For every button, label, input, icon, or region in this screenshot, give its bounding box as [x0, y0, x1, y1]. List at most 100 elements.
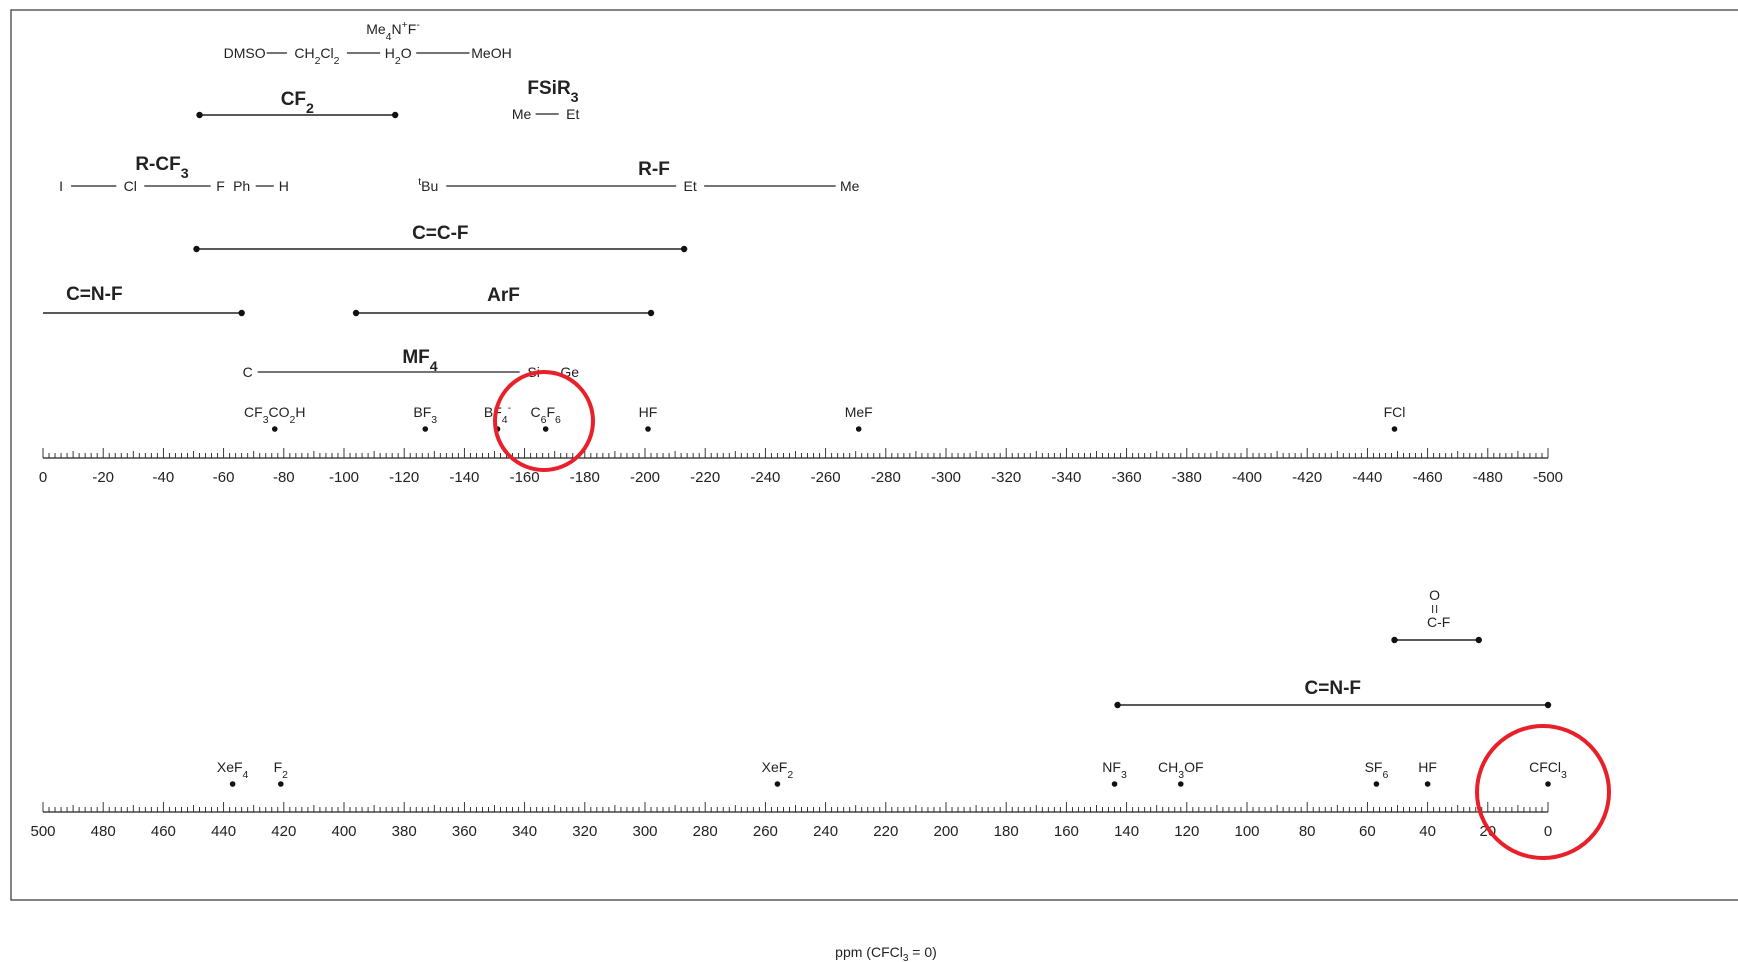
group-member-H2O-part: O [401, 45, 412, 61]
point-label-XeF2-part: XeF [762, 759, 788, 775]
group-label-R-CF3: R-CF3 [135, 154, 188, 182]
bottom-tick-label: 420 [271, 823, 296, 840]
bottom-tick-label: 100 [1234, 823, 1259, 840]
group-member-Ph: Ph [233, 178, 250, 194]
range-end-O=C-F [1475, 636, 1482, 644]
point-label-F2: F2 [274, 759, 289, 781]
group-label-R-CF3-part: 3 [181, 166, 189, 182]
point-label-SF6-part: 6 [1382, 769, 1388, 781]
group-member-Cl-part: Cl [124, 178, 137, 194]
point-label-BF3-part: BF [413, 404, 431, 420]
group-member-Et: Et [684, 178, 697, 194]
top-tick-label: -160 [510, 469, 540, 486]
bottom-tick-label: 0 [1544, 823, 1552, 840]
group-label-Me4N+F--part: 4 [386, 31, 392, 43]
range-start-C=C-F [193, 245, 200, 253]
bottom-tick-label: 280 [693, 823, 718, 840]
range-end-C=N-F [238, 309, 245, 317]
highlight-circle-cfcl3 [1475, 724, 1611, 860]
top-tick-label: -320 [991, 469, 1021, 486]
group-label-FSiR3-part: FSiR [527, 78, 571, 99]
range-label-C=N-F: C=N-F [66, 284, 122, 305]
top-tick-label: -180 [570, 469, 600, 486]
point-label-HF-part: HF [1418, 759, 1437, 775]
group-member-Me: Me [840, 178, 860, 194]
point-label-CH3OF-part: 3 [1178, 769, 1184, 781]
range-label-ArF-part: ArF [487, 285, 520, 306]
point-label-HF-part: HF [639, 404, 658, 420]
bottom-tick-label: 480 [91, 823, 116, 840]
group-label-R-F-part: R-F [638, 159, 670, 180]
group-member-Et: Et [566, 106, 579, 122]
point-label-CFCl3-part: 3 [1561, 769, 1567, 781]
point-XeF2 [774, 781, 781, 787]
bottom-tick-label: 160 [1054, 823, 1079, 840]
range-end-C=N-F [1544, 701, 1552, 709]
group-member-tBu-part: Bu [421, 178, 438, 194]
point-label-MeF: MeF [845, 404, 873, 420]
point-label-CH3OF: CH3OF [1158, 759, 1204, 781]
top-tick-label: -100 [329, 469, 359, 486]
range-label-C=N-F-part: C=N-F [1305, 678, 1361, 699]
group-member-DMSO: DMSO [224, 45, 266, 61]
bottom-tick-label: 60 [1359, 823, 1376, 840]
top-tick-label: -500 [1533, 469, 1563, 486]
top-tick-label: -60 [213, 469, 235, 486]
bottom-tick-label: 320 [572, 823, 597, 840]
range-label-C=N-F: C=N-F [1305, 678, 1361, 699]
range-start-CF2 [196, 111, 203, 119]
top-tick-label: -200 [630, 469, 660, 486]
point-label-CFCl3: CFCl3 [1529, 759, 1567, 781]
group-label-Me4N+F--part: F [408, 21, 417, 37]
point-label-C6F6-part: 6 [541, 414, 547, 426]
point-label-C6F6-part: C [530, 404, 540, 420]
point-label-HF: HF [639, 404, 658, 420]
top-tick-label: -340 [1051, 469, 1081, 486]
group-member-H2O-part: H [385, 45, 395, 61]
point-CFCl3 [1545, 781, 1551, 787]
bottom-tick-label: 240 [813, 823, 838, 840]
top-tick-label: -140 [449, 469, 479, 486]
range-label-CF2-part: 2 [306, 101, 314, 117]
top-tick-label: 0 [39, 469, 47, 486]
point-label-NF3-part: 3 [1121, 769, 1127, 781]
top-tick-label: -480 [1473, 469, 1503, 486]
group-member-H2O-part: 2 [395, 55, 401, 67]
group-member-tBu: tBu [418, 176, 438, 194]
point-label-CF3CO2H: CF3CO2H [244, 404, 305, 426]
group-label-R-F: R-F [638, 159, 670, 180]
point-label-CH3OF-part: CH [1158, 759, 1178, 775]
group-member-H: H [279, 178, 289, 194]
point-HF [1424, 781, 1431, 787]
point-SF6 [1373, 781, 1380, 787]
top-tick-label: -420 [1292, 469, 1322, 486]
bottom-tick-label: 300 [632, 823, 657, 840]
bottom-tick-label: 220 [873, 823, 898, 840]
axis-title-sub: 3 [903, 953, 909, 962]
point-label-XeF4-part: XeF [217, 759, 243, 775]
point-label-CF3CO2H-part: CO [269, 404, 290, 420]
top-tick-label: -260 [811, 469, 841, 486]
bottom-tick-label: 80 [1299, 823, 1316, 840]
point-label-XeF2: XeF2 [762, 759, 794, 781]
point-label-NF3-part: NF [1102, 759, 1121, 775]
point-label-BF3: BF3 [413, 404, 437, 426]
bottom-tick-label: 400 [331, 823, 356, 840]
group-member-Et-part: Et [566, 106, 579, 122]
group-member-Me-part: Me [512, 106, 532, 122]
axis-title-a: ppm (CFCl [835, 944, 903, 960]
group-member-Et-part: Et [684, 178, 697, 194]
point-label-XeF4-part: 4 [243, 769, 249, 781]
group-member-tBu-part: t [418, 176, 421, 188]
point-label-CF3CO2H-part: 3 [263, 414, 269, 426]
group-member-CH2Cl2-part: CH [294, 45, 314, 61]
group-member-I-part: I [59, 178, 63, 194]
point-label-F2-part: 2 [282, 769, 288, 781]
group-member-Me: Me [512, 106, 532, 122]
group-member-Me-part: Me [840, 178, 860, 194]
group-member-CH2Cl2: CH2Cl2 [294, 45, 339, 67]
point-NF3 [1111, 781, 1118, 787]
point-CH3OF [1177, 781, 1184, 787]
top-tick-label: -220 [690, 469, 720, 486]
top-tick-label: -400 [1232, 469, 1262, 486]
